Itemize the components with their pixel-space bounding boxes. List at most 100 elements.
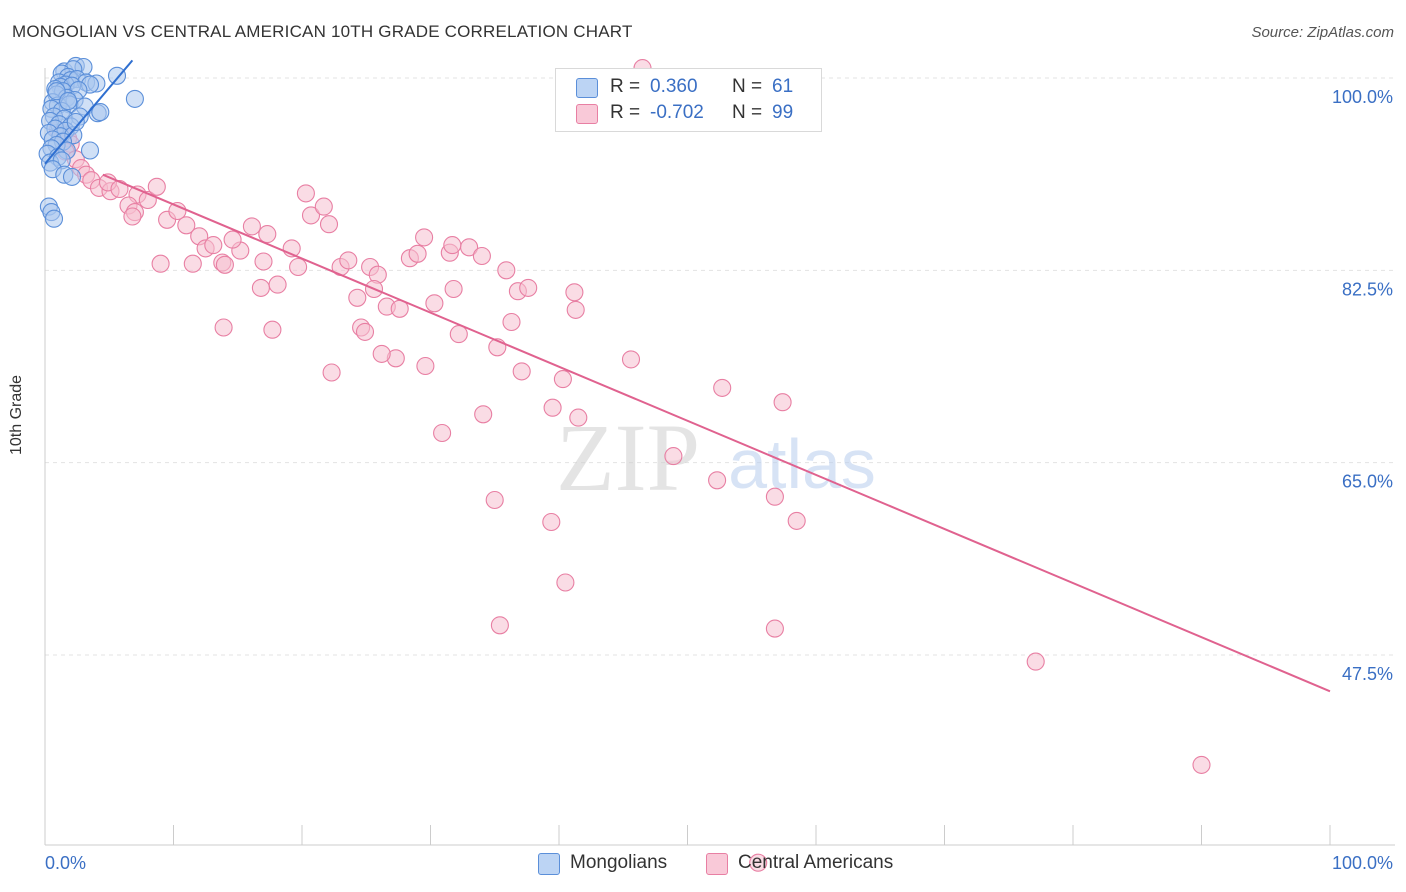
source-label[interactable]: Source: ZipAtlas.com [1251,24,1394,41]
central-american-point-12 [110,179,129,199]
legend-n-label: N = [732,102,763,123]
central-american-point-27 [223,230,242,249]
central-american-point-29 [258,225,277,244]
x-tick-label-1: 100.0% [1332,853,1393,873]
gridlines [45,77,1395,656]
central-american-point-79 [512,362,531,381]
y-tick-label-0: 100.0% [1332,87,1393,107]
central-american-point-40 [151,254,170,273]
central-american-point-97 [765,487,784,506]
mongolians-points [38,56,144,228]
mongolian-point-58 [47,82,66,101]
central-american-point-32 [289,257,308,277]
central-american-point-65 [214,318,233,337]
central-american-point-42 [215,255,234,274]
legend-swatch-pink [706,853,728,875]
central-american-point-83 [443,236,462,255]
central-american-point-63 [566,300,585,319]
central-american-point-37 [339,251,358,270]
central-american-point-43 [251,278,270,297]
central-american-point-94 [765,619,784,638]
watermark: ZIP atlas [556,404,876,511]
central-american-point-96 [1192,755,1211,774]
central-american-point-95 [1026,652,1045,671]
mongolian-point-30 [91,103,110,122]
central-american-point-91 [556,573,575,592]
mongolian-point-59 [59,92,78,111]
central-american-point-41 [183,254,202,273]
central-american-point-51 [408,244,427,263]
central-american-point-87 [664,447,683,466]
central-american-point-35 [319,215,339,234]
legend-n-value: 99 [772,102,794,123]
central-american-point-89 [542,512,561,532]
central-americans-trend-line [102,173,1331,693]
legend-label-central-americans: Central Americans [738,852,894,873]
central-american-point-21 [177,216,196,235]
central-american-point-15 [147,177,166,196]
central-american-point-28 [242,217,261,236]
legend-r-label: R = [610,76,641,97]
central-american-point-45 [296,184,315,203]
mongolian-point-54 [62,167,82,186]
central-american-point-88 [485,490,504,510]
central-american-point-30 [254,252,273,271]
legend-n-value: 61 [772,76,794,97]
mongolian-point-49 [80,141,100,160]
central-american-point-62 [565,283,584,302]
mongolian-point-60 [66,112,85,132]
central-american-point-71 [416,356,435,376]
central-american-point-82 [773,393,792,412]
central-american-point-78 [569,408,588,427]
legend-r-value: 0.360 [650,76,698,97]
central-american-point-74 [433,423,452,443]
mongolians-trend-line [44,59,134,165]
legend-n-label: N = [732,76,763,97]
central-american-point-20 [168,201,187,221]
stats-legend: R = 0.360 N = 61 R = -0.702 N = 99 [555,68,822,132]
y-tick-label-1: 82.5% [1342,279,1393,299]
legend-swatch-blue [576,78,598,98]
central-american-point-34 [314,197,333,216]
legend-r-label: R = [610,102,641,123]
mongolian-point-26 [125,89,144,108]
y-tick-label-2: 65.0% [1342,472,1393,492]
central-american-point-18 [123,207,142,226]
legend-swatch-pink [576,104,598,124]
trend-lines [44,59,1331,693]
legend-label-mongolians: Mongolians [570,852,668,873]
central-american-point-58 [497,261,516,280]
central-american-point-75 [474,405,493,424]
legend-r-value: -0.702 [650,102,704,123]
central-american-point-44 [268,275,287,294]
central-american-point-93 [787,511,806,530]
central-american-point-64 [263,320,282,339]
central-american-point-69 [372,344,391,363]
central-american-point-24 [204,236,223,255]
central-american-point-81 [713,378,732,397]
central-american-point-90 [708,471,727,490]
x-tick-label-0: 0.0% [45,853,86,873]
tick-labels: 100.0% 82.5% 65.0% 47.5% 0.0% 100.0% [45,87,1393,873]
mongolian-point-57 [44,209,64,228]
chart-title: MONGOLIAN VS CENTRAL AMERICAN 10TH GRADE… [12,22,633,41]
central-american-point-60 [519,278,538,297]
central-american-point-70 [322,363,341,382]
central-american-point-67 [355,322,375,341]
mongolian-point-18 [107,66,127,85]
central-american-point-46 [348,288,367,307]
central-american-point-33 [301,206,321,225]
legend-swatch-blue [538,853,560,875]
central-american-point-98 [749,853,768,872]
central-american-point-52 [415,228,434,247]
central-american-point-53 [425,294,444,313]
axes [44,68,1395,846]
central-american-point-55 [444,279,463,299]
y-tick-label-3: 47.5% [1342,664,1393,684]
central-american-point-57 [472,246,491,266]
central-american-point-76 [553,370,572,389]
central-american-point-72 [449,325,468,344]
central-american-point-77 [543,398,562,417]
central-american-point-61 [502,312,521,332]
